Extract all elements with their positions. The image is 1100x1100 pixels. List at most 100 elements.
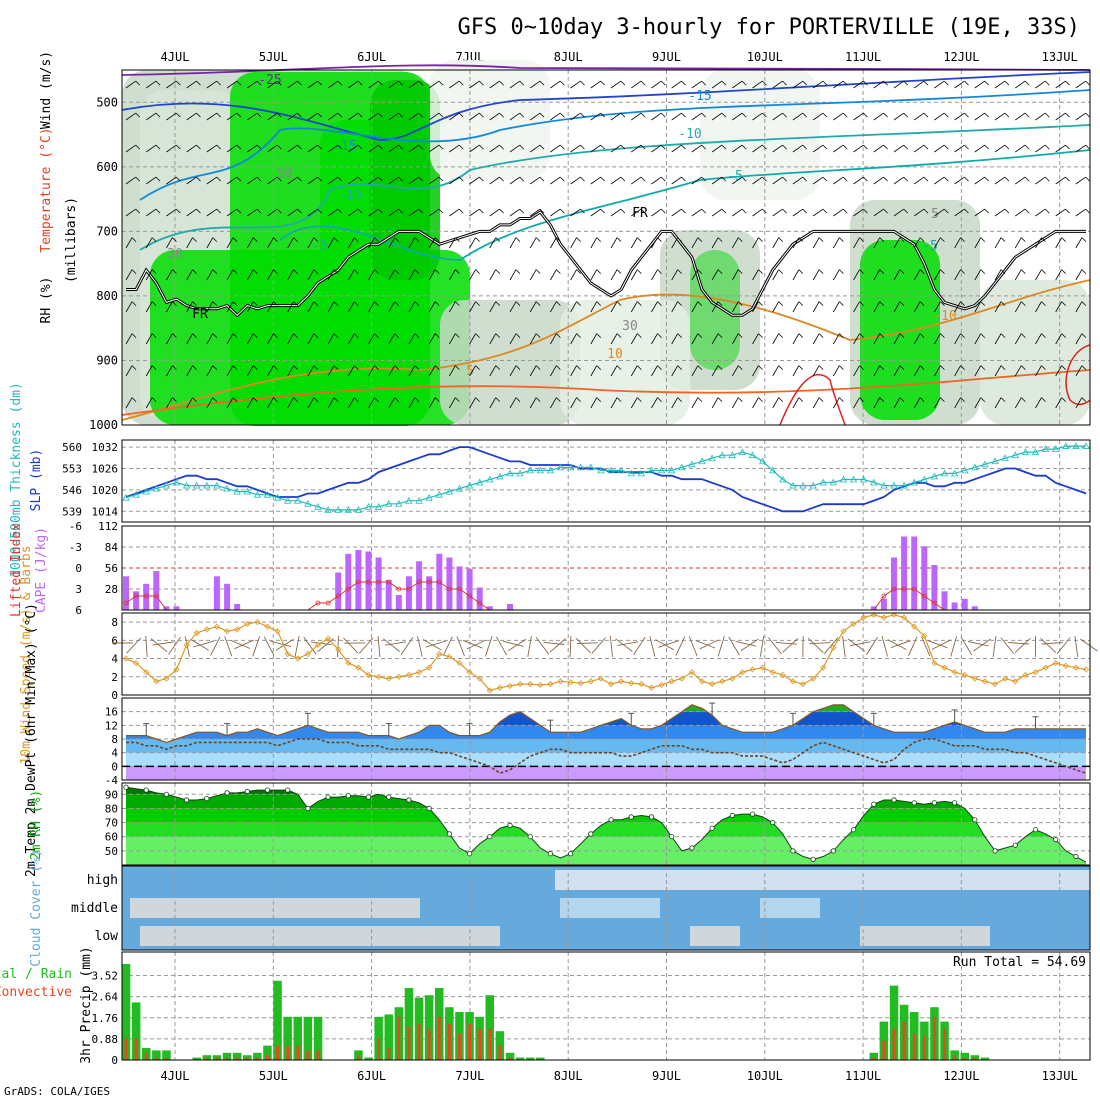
wind-barb-flag bbox=[475, 237, 480, 242]
wind-barb-flag bbox=[539, 80, 545, 86]
precip-convective-bar bbox=[266, 1055, 269, 1060]
wind-barb bbox=[125, 80, 137, 89]
wind-barb-flag bbox=[374, 269, 379, 274]
wind-barb bbox=[630, 237, 638, 249]
precip-total-bar bbox=[384, 1014, 393, 1060]
wind-barb-flag bbox=[176, 176, 181, 182]
wind-barb bbox=[913, 397, 921, 409]
wind-barb-flag bbox=[458, 208, 464, 214]
wind-barb-flag bbox=[980, 365, 986, 370]
wind-barb bbox=[287, 301, 295, 313]
wind-barb bbox=[327, 237, 335, 249]
wind-barb-flag bbox=[196, 112, 201, 118]
wind-barb bbox=[247, 112, 258, 121]
wind-barb-flag bbox=[600, 80, 605, 86]
wind-barb bbox=[186, 333, 193, 345]
wind-barb-flag bbox=[313, 237, 319, 242]
wind-barb bbox=[974, 112, 985, 121]
thickness-marker bbox=[142, 487, 150, 495]
wind-barb-flag bbox=[940, 269, 945, 274]
wind-barb-flag bbox=[515, 237, 521, 242]
wind-barb bbox=[469, 269, 476, 281]
wind-barb-flag bbox=[940, 397, 945, 402]
wind-barb bbox=[1075, 176, 1086, 185]
wind-frame bbox=[121, 612, 1091, 696]
wind-axis-label: 10m Wind Speed (m/s) & Barbs bbox=[19, 545, 34, 764]
cloud-cover-block bbox=[560, 898, 660, 918]
wind-barb bbox=[428, 365, 436, 377]
wind-barb-flag bbox=[620, 80, 626, 86]
wind-barb bbox=[1015, 80, 1026, 89]
precip-convective-bar bbox=[225, 1057, 229, 1060]
wind-barb bbox=[1035, 112, 1046, 121]
wind-barb-flag bbox=[859, 333, 864, 338]
wind-barb bbox=[145, 269, 153, 281]
wind-barb-flag bbox=[519, 208, 525, 214]
wind-barb bbox=[974, 144, 985, 153]
rh-patch bbox=[370, 80, 440, 280]
wind-barb bbox=[590, 208, 601, 217]
wind-barb bbox=[812, 80, 824, 89]
rh-point bbox=[891, 797, 897, 803]
rh-patch bbox=[860, 240, 940, 420]
wind-barb bbox=[610, 397, 618, 409]
thickness-marker bbox=[314, 502, 322, 510]
wind-barb-flag bbox=[758, 237, 763, 242]
temp-band bbox=[126, 752, 1086, 767]
wind-barb bbox=[570, 80, 581, 89]
wind-barb-flag bbox=[721, 208, 727, 214]
surface-wind-barb bbox=[569, 635, 572, 658]
top-day-label: 11JUL bbox=[845, 50, 881, 64]
wind-barb bbox=[368, 144, 379, 153]
rh-point bbox=[830, 848, 837, 854]
thickness-marker bbox=[172, 478, 181, 486]
wind-speed-marker bbox=[658, 681, 665, 689]
precip-convective-bar bbox=[235, 1057, 239, 1060]
wind-barb bbox=[327, 333, 335, 345]
thickness-marker bbox=[354, 506, 363, 513]
wind-barb-flag bbox=[253, 365, 258, 370]
wind-barb bbox=[509, 208, 521, 217]
surface-wind-barb bbox=[462, 639, 483, 649]
wind-speed-marker bbox=[749, 666, 756, 673]
cape-bar bbox=[133, 591, 140, 611]
precip-convective-bar bbox=[882, 1040, 886, 1060]
wind-barb-flag bbox=[717, 237, 723, 242]
wind-barb-flag bbox=[960, 365, 965, 370]
thickness-tick-label: 546 bbox=[62, 484, 82, 497]
wind-barb-flag bbox=[600, 112, 605, 118]
wind-barb bbox=[145, 397, 153, 409]
wind-barb-flag bbox=[333, 365, 339, 370]
wind-barb bbox=[509, 144, 521, 153]
wind-barb bbox=[449, 237, 456, 249]
cloud-cover-block bbox=[130, 898, 420, 918]
wind-barb-flag bbox=[313, 301, 319, 306]
wind-barb-flag bbox=[923, 144, 929, 150]
precip-total-bar bbox=[232, 1052, 242, 1060]
wind-barb-flag bbox=[398, 112, 403, 118]
wind-barb-flag bbox=[637, 301, 642, 306]
wind-barb bbox=[873, 365, 881, 377]
wind-barb bbox=[1015, 176, 1026, 185]
wind-barb-flag bbox=[414, 237, 420, 242]
wind-speed-marker bbox=[618, 678, 625, 685]
rh-point bbox=[770, 819, 776, 826]
wind-barb bbox=[226, 208, 238, 217]
contour-label: FR bbox=[192, 307, 208, 322]
wind-barb bbox=[469, 365, 476, 377]
surface-wind-barb bbox=[152, 641, 174, 646]
dewpoint-line bbox=[126, 738, 1087, 775]
wind-speed-marker bbox=[234, 626, 241, 633]
wind-barb-flag bbox=[131, 237, 137, 242]
wind-speed-line bbox=[125, 614, 1087, 692]
wind-barb bbox=[327, 80, 339, 89]
wind-barb bbox=[873, 237, 881, 249]
wind-barb bbox=[590, 397, 598, 409]
wind-barb bbox=[651, 144, 662, 153]
wind-barb-flag bbox=[556, 365, 561, 370]
cape-tick-label: 84 bbox=[105, 541, 119, 554]
surface-wind-barb bbox=[425, 640, 447, 648]
wind-barb-flag bbox=[741, 80, 747, 86]
wind-barb-flag bbox=[458, 80, 464, 86]
